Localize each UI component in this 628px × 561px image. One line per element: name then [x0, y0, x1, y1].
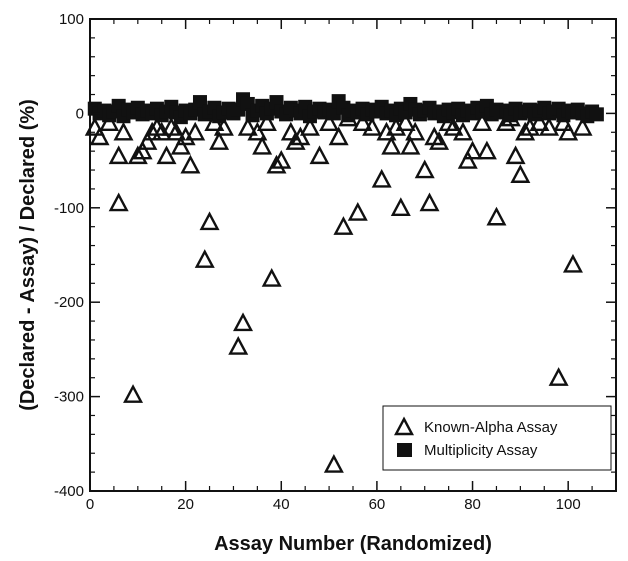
legend: Known-Alpha Assay Multiplicity Assay — [382, 405, 612, 471]
x-tick-label-2: 40 — [273, 496, 290, 513]
known-alpha-point-34 — [280, 121, 301, 141]
known-alpha-point-6 — [123, 384, 144, 403]
known-alpha-point-63 — [462, 140, 483, 160]
legend-box — [382, 405, 612, 471]
known-alpha-point-2 — [99, 112, 120, 132]
known-alpha-point-54 — [405, 121, 426, 141]
known-alpha-point-40 — [323, 454, 344, 473]
known-alpha-point-19 — [185, 121, 206, 141]
known-alpha-point-74 — [539, 117, 560, 136]
legend-label-known-alpha: Known-Alpha Assay — [424, 419, 558, 436]
known-alpha-point-49 — [381, 135, 402, 155]
known-alpha-point-36 — [290, 126, 311, 146]
y-tick-labels: -400 -300 -200 -100 0 100 — [54, 11, 84, 500]
known-alpha-series — [84, 107, 593, 473]
y-tick-label-4: 0 — [76, 105, 84, 122]
known-alpha-point-42 — [333, 216, 354, 235]
known-alpha-point-64 — [472, 112, 493, 132]
known-alpha-point-21 — [199, 211, 220, 231]
known-alpha-point-28 — [247, 121, 268, 141]
known-alpha-point-1 — [89, 126, 110, 146]
y-tick-label-0: -400 — [54, 483, 84, 500]
x-tick-label-5: 100 — [556, 496, 581, 513]
known-alpha-point-20 — [194, 249, 215, 268]
known-alpha-point-15 — [166, 121, 187, 141]
known-alpha-point-8 — [132, 140, 153, 160]
multiplicity-series — [87, 92, 604, 125]
known-alpha-point-46 — [362, 117, 383, 136]
known-alpha-point-23 — [209, 131, 230, 150]
known-alpha-point-7 — [127, 145, 148, 165]
legend-square-icon — [397, 443, 412, 457]
known-alpha-point-60 — [443, 117, 464, 136]
known-alpha-point-4 — [108, 192, 129, 212]
known-alpha-point-3 — [108, 145, 129, 165]
known-alpha-point-67 — [496, 112, 517, 132]
known-alpha-point-53 — [400, 135, 421, 155]
known-alpha-point-55 — [414, 159, 435, 179]
x-tick-label-1: 20 — [177, 496, 194, 513]
known-alpha-point-58 — [429, 131, 450, 150]
known-alpha-point-27 — [237, 117, 258, 136]
known-alpha-point-79 — [572, 117, 593, 136]
known-alpha-point-51 — [390, 197, 411, 216]
y-tick-label-3: -100 — [54, 200, 84, 217]
known-alpha-point-45 — [352, 112, 373, 132]
known-alpha-point-31 — [261, 268, 282, 287]
known-alpha-point-44 — [347, 201, 368, 221]
known-alpha-point-71 — [515, 121, 536, 141]
multiplicity-point-105 — [589, 107, 604, 122]
y-tick-label-2: -200 — [54, 294, 84, 311]
known-alpha-point-76 — [553, 112, 574, 132]
legend-label-multiplicity: Multiplicity Assay — [424, 442, 538, 459]
known-alpha-point-78 — [562, 253, 583, 273]
known-alpha-point-41 — [328, 126, 349, 146]
x-tick-label-4: 80 — [464, 496, 481, 513]
x-tick-labels: 0 20 40 60 80 100 — [86, 496, 581, 513]
known-alpha-point-70 — [510, 164, 531, 183]
known-alpha-point-5 — [113, 121, 134, 141]
known-alpha-point-47 — [371, 168, 392, 188]
x-axis-title: Assay Number (Randomized) — [214, 533, 492, 555]
known-alpha-point-39 — [319, 112, 340, 132]
known-alpha-point-24 — [213, 117, 234, 136]
known-alpha-point-25 — [228, 336, 249, 355]
known-alpha-point-16 — [170, 135, 191, 155]
legend-triangle-icon — [394, 416, 414, 436]
known-alpha-point-73 — [529, 112, 550, 132]
known-alpha-point-38 — [309, 145, 330, 165]
known-alpha-point-69 — [505, 145, 526, 165]
known-alpha-point-52 — [395, 112, 416, 132]
known-alpha-point-56 — [419, 192, 440, 212]
y-tick-label-1: -300 — [54, 389, 84, 406]
known-alpha-point-30 — [256, 112, 277, 132]
known-alpha-point-62 — [457, 150, 478, 169]
known-alpha-point-75 — [548, 367, 569, 386]
known-alpha-point-32 — [266, 154, 287, 174]
known-alpha-point-33 — [271, 150, 292, 169]
known-alpha-point-61 — [452, 121, 473, 141]
y-tick-label-5: 100 — [59, 11, 84, 28]
x-tick-label-3: 60 — [369, 496, 386, 513]
x-tick-label-0: 0 — [86, 496, 94, 513]
known-alpha-point-77 — [558, 121, 579, 141]
known-alpha-point-65 — [476, 140, 497, 160]
known-alpha-point-10 — [142, 121, 163, 141]
y-axis-title: (Declared - Assay) / Declared (%) — [17, 99, 39, 411]
known-alpha-point-13 — [156, 145, 177, 165]
known-alpha-point-18 — [180, 154, 201, 174]
known-alpha-point-35 — [285, 131, 306, 150]
known-alpha-point-26 — [233, 312, 254, 332]
axis-ticks — [89, 18, 616, 492]
known-alpha-point-66 — [486, 206, 507, 226]
known-alpha-point-29 — [252, 135, 273, 155]
known-alpha-point-9 — [137, 131, 158, 150]
known-alpha-point-37 — [299, 117, 320, 136]
